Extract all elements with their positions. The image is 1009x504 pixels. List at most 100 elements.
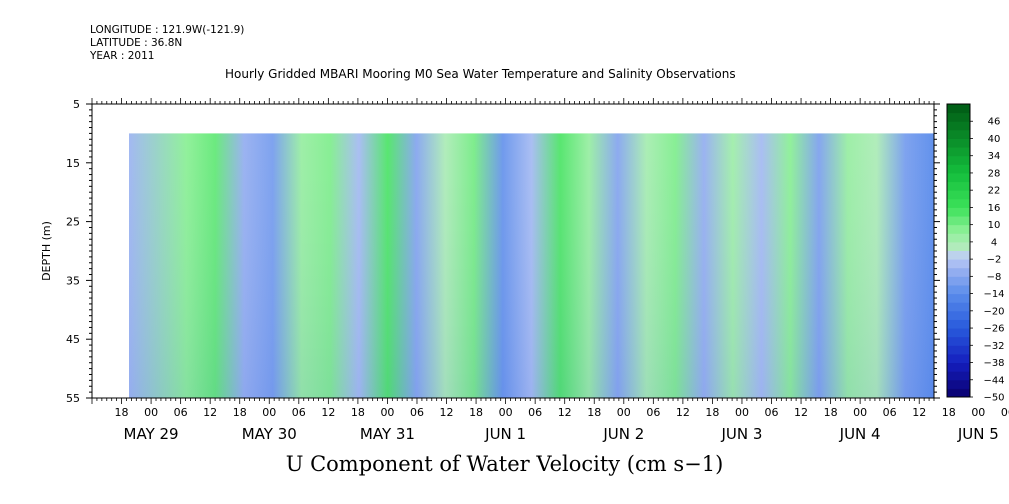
x-hour-label: 12 [321,406,335,419]
colorbar-band [947,310,970,320]
colorbar-band [947,284,970,295]
x-hour-label: 06 [1001,406,1009,419]
colorbar-label: 34 [988,151,1001,162]
colorbar-label: −26 [983,324,1004,335]
colorbar-label: −8 [987,272,1002,283]
colorbar-label: 4 [991,237,997,248]
colorbar-band [947,276,970,286]
x-hour-label: 06 [765,406,779,419]
colorbar-label: −2 [987,255,1002,266]
colorbar-band [947,216,970,226]
colorbar-band [947,259,970,269]
colorbar-label: −14 [983,289,1004,300]
x-axis-title: U Component of Water Velocity (cm s−1) [285,452,724,476]
x-hour-label: 06 [528,406,542,419]
colorbar-band [947,319,970,329]
colorbar-band [947,164,970,174]
colorbar-band [947,233,970,243]
colorbar-band [947,293,970,303]
colorbar-label: 22 [988,186,1001,197]
x-hour-label: 18 [705,406,719,419]
colorbar-band [947,267,970,277]
y-axis-label: DEPTH (m) [40,221,53,281]
x-hour-label: 00 [380,406,394,419]
x-hour-label: 18 [587,406,601,419]
y-tick-label: 55 [66,392,80,405]
x-hour-label: 18 [351,406,365,419]
x-hour-label: 18 [233,406,247,419]
colorbar-band [947,121,970,131]
heatmap-field [129,133,934,398]
latitude-label: LATITUDE : 36.8N [90,37,183,49]
colorbar-label: −20 [983,306,1004,317]
x-hour-label: 06 [883,406,897,419]
colorbar-band [947,147,970,157]
colorbar-band [947,172,970,183]
colorbar-band [947,328,970,338]
x-hour-label: 06 [410,406,424,419]
colorbar-frame [946,103,971,398]
x-hour-label: 06 [174,406,188,419]
colorbar-band [947,207,970,217]
y-tick-label: 5 [73,98,80,111]
x-day-label: MAY 30 [242,425,297,443]
x-hour-label: 12 [440,406,454,419]
longitude-label: LONGITUDE : 121.9W(-121.9) [90,24,245,36]
x-day-label: JUN 3 [720,425,762,443]
colorbar-label: 40 [988,134,1001,145]
colorbar-band [947,224,970,234]
colorbar-band [947,241,970,251]
colorbar-band [947,155,970,165]
colorbar-label: 16 [988,203,1001,214]
x-hour-label: 12 [203,406,217,419]
x-hour-label: 12 [912,406,926,419]
x-hour-label: 12 [794,406,808,419]
x-day-label: MAY 29 [124,425,179,443]
colorbar-band [947,362,970,372]
colorbar-band [947,345,970,355]
colorbar-band [947,371,970,381]
colorbar: 46 40 34 28 22 16 10 4 −2 −8 −14 −20 −26 −32 −38 −44 −50 [946,103,1005,404]
colorbar-band [947,198,970,208]
y-axis: 5 15 25 35 45 55 [66,98,940,405]
x-hour-label: 06 [292,406,306,419]
colorbar-label: −32 [983,341,1004,352]
colorbar-label: −44 [983,375,1004,386]
colorbar-band [947,112,970,122]
x-day-label: JUN 5 [957,425,999,443]
x-day-label: MAY 31 [360,425,415,443]
x-hour-label: 18 [824,406,838,419]
colorbar-band [947,138,970,148]
x-hour-label: 06 [646,406,660,419]
colorbar-band [947,388,970,398]
colorbar-band [947,302,970,312]
x-day-label: JUN 2 [602,425,644,443]
x-hour-label: 00 [853,406,867,419]
x-day-label: JUN 4 [839,425,881,443]
colorbar-band [947,336,970,346]
colorbar-band [947,181,970,191]
x-hour-label: 00 [971,406,985,419]
year-label: YEAR : 2011 [90,50,155,62]
colorbar-label: −38 [983,358,1004,369]
velocity-field-shade [129,133,934,398]
x-hour-label: 00 [735,406,749,419]
chart-title: Hourly Gridded MBARI Mooring M0 Sea Wate… [225,67,736,81]
x-day-label: JUN 1 [484,425,526,443]
x-hour-label: 18 [115,406,129,419]
colorbar-band [947,379,970,389]
x-hour-label: 00 [144,406,158,419]
x-hour-label: 00 [262,406,276,419]
colorbar-band [947,250,970,260]
colorbar-label: −50 [983,393,1004,404]
x-hour-label: 18 [942,406,956,419]
colorbar-band [947,190,970,200]
y-tick-label: 25 [66,216,80,229]
colorbar-label: 28 [988,168,1001,179]
x-hour-label: 00 [617,406,631,419]
x-hour-label: 12 [558,406,572,419]
y-tick-label: 35 [66,274,80,287]
colorbar-label: 10 [988,220,1001,231]
x-hour-label: 12 [676,406,690,419]
